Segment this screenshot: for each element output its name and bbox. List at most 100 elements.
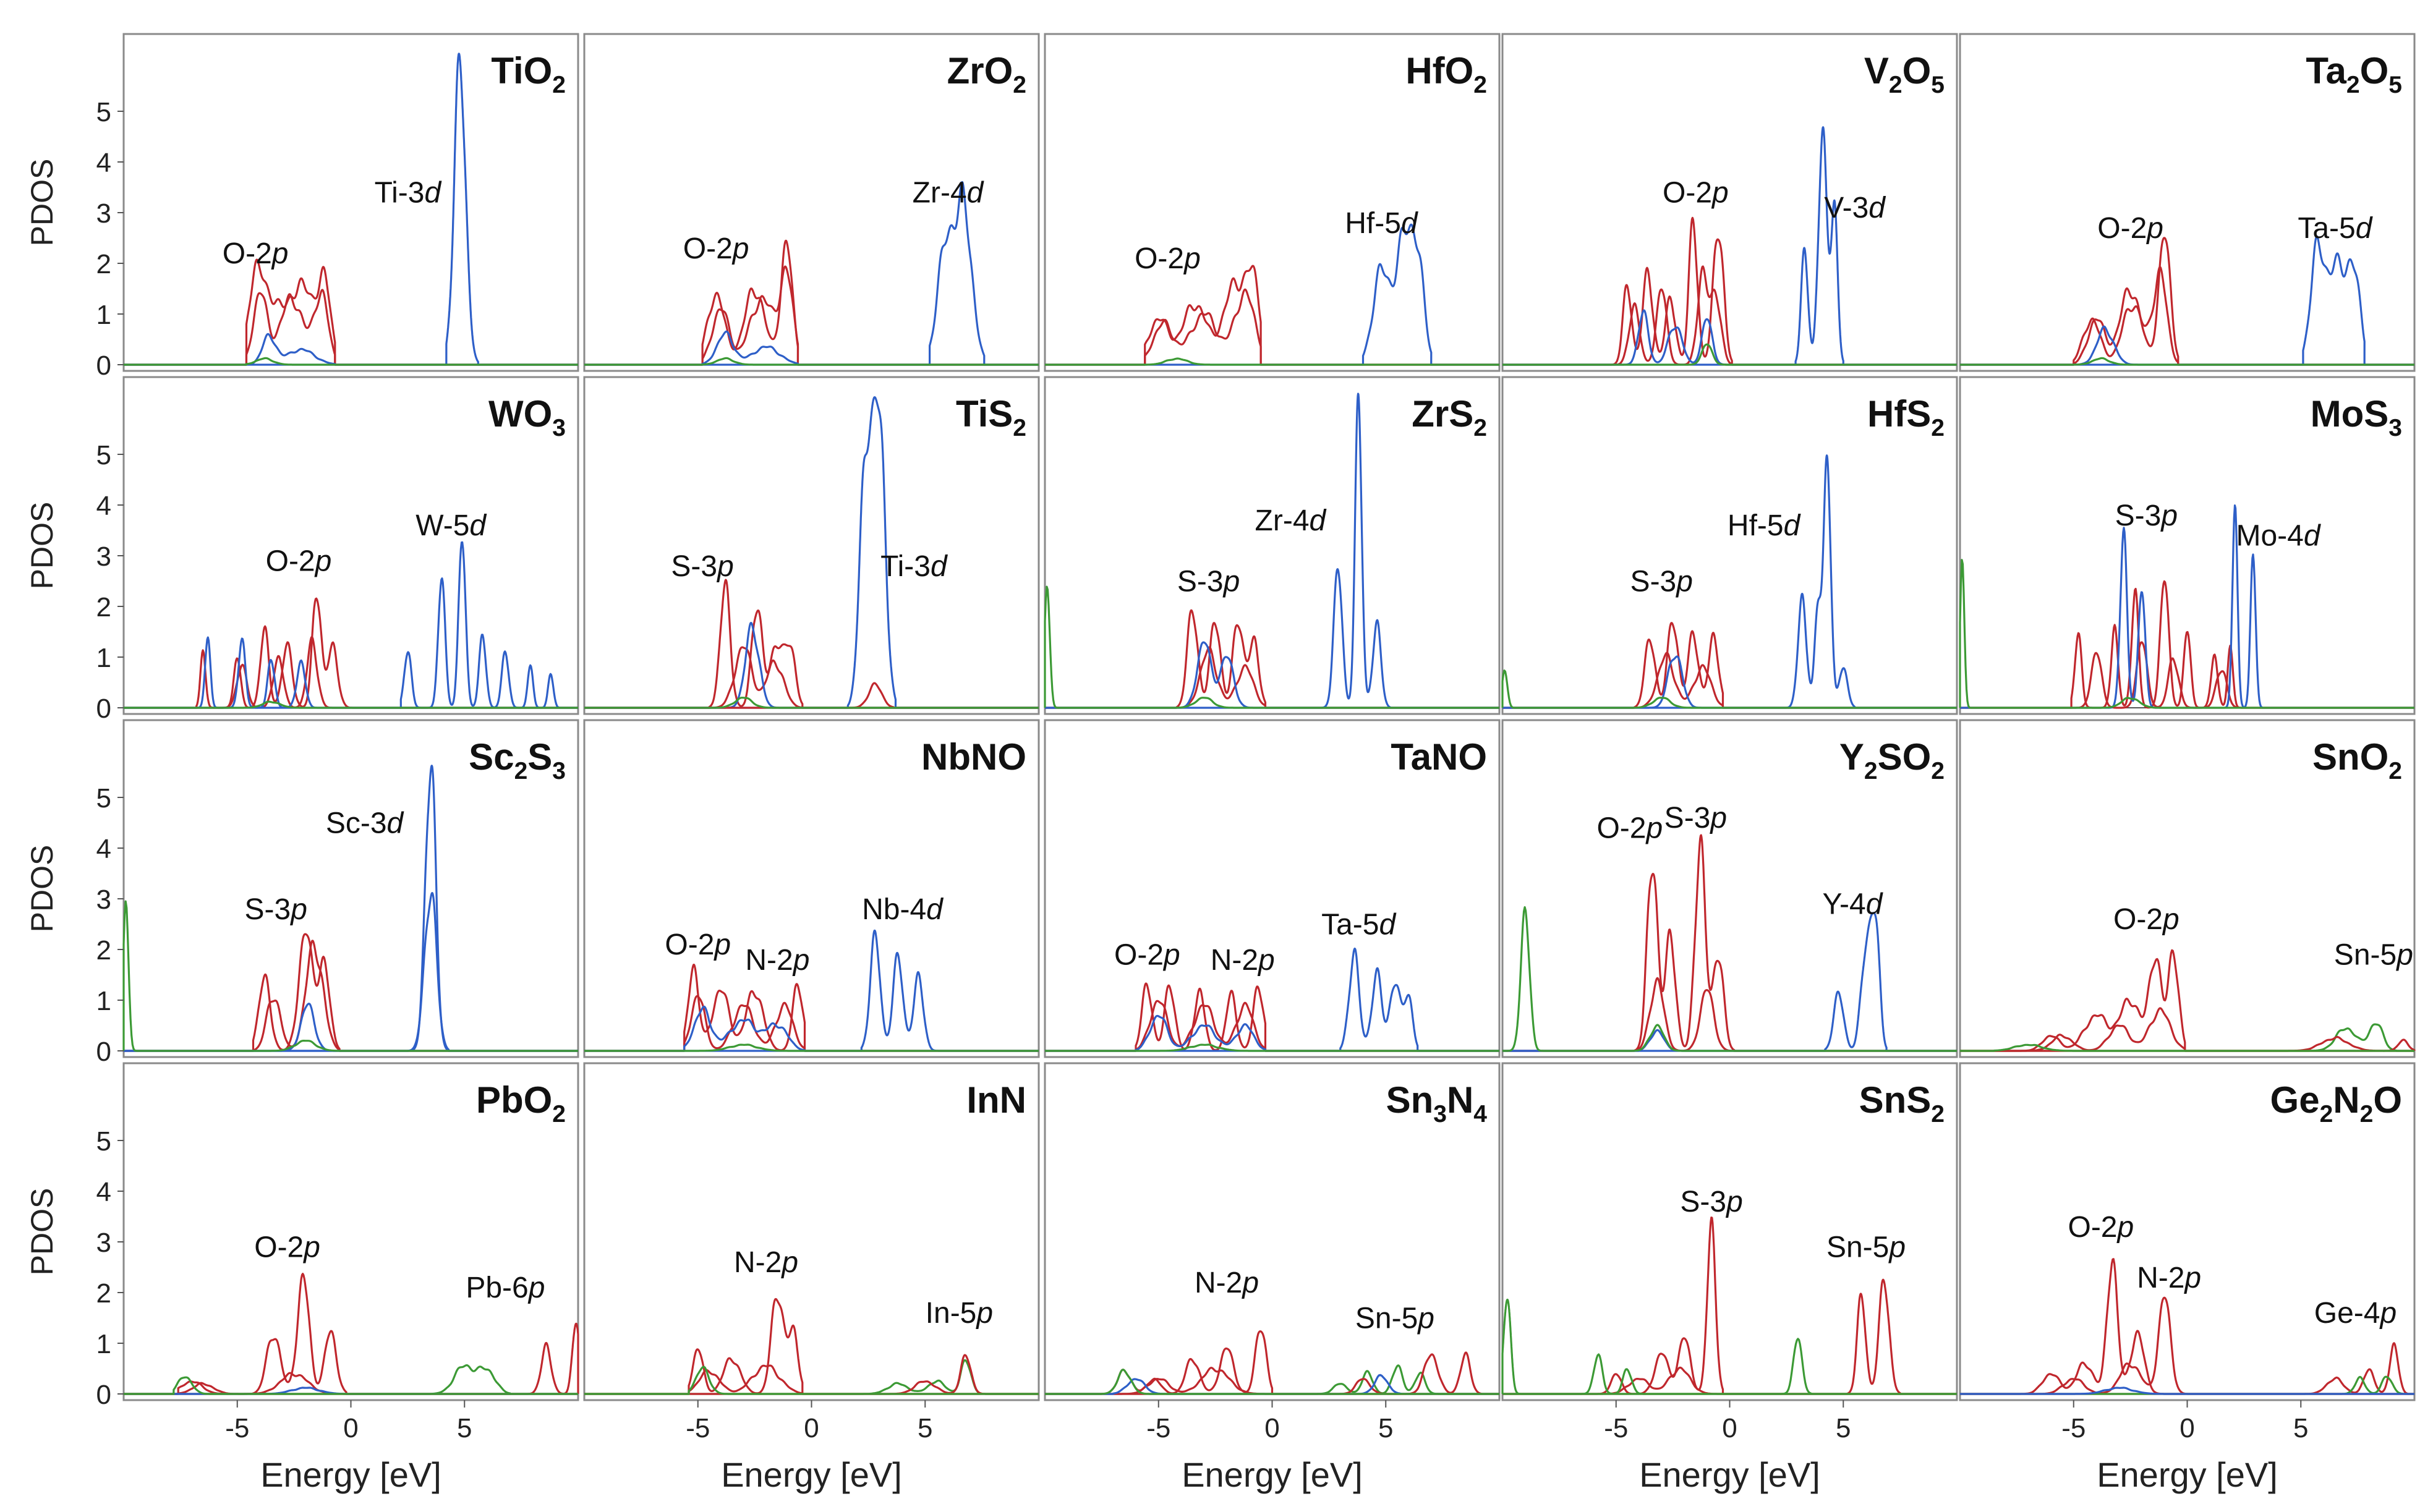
panel-title: Ge2N2O [2270,1079,2402,1128]
pdos-series-line [1502,906,1957,1052]
x-tick-label: 0 [343,1413,358,1443]
pdos-series-line [584,265,1039,366]
pdos-series-line [124,1364,578,1395]
pdos-panel: Sn3N4 N-2p Sn-5p -5 0 5 Energy [eV] [1044,1062,1501,1494]
panel-title: Sc2S3 [469,736,566,784]
orbital-label: Sn-5p [1826,1231,1906,1264]
x-tick-label: 0 [804,1413,819,1443]
x-tick-label: 0 [2179,1413,2194,1443]
orbital-label: O-2p [665,928,731,961]
orbital-label: Ti-3d [375,177,442,210]
pdos-series-line [1960,641,2414,709]
pdos-series-line [1045,609,1499,709]
y-tick-label: 2 [96,249,111,279]
pdos-series-line [1960,1342,2414,1395]
orbital-label: Mo-4d [2236,520,2320,553]
y-tick-label: 2 [96,1278,111,1309]
pdos-series-line [1502,343,1957,366]
pdos-series-line [584,646,1039,709]
orbital-label: O-2p [254,1231,320,1264]
pdos-series-line [1959,559,2414,709]
pdos-panel: TiS2 S-3p Ti-3d [583,376,1040,715]
panel-frame [122,719,579,1058]
orbital-label: Sn-5p [2334,939,2413,972]
x-tick-label: -5 [2061,1413,2086,1443]
pdos-series-line [124,357,578,366]
pdos-panel: Ta2O5 O-2p Ta-5d [1959,33,2416,372]
y-tick-label: 1 [96,986,111,1016]
orbital-label: O-2p [683,232,749,265]
y-tick-label: 4 [96,148,111,178]
pdos-series-line [1045,1000,1499,1052]
orbital-label: Nb-4d [862,893,944,926]
panel-frame [1044,1062,1501,1401]
pdos-series-line [1045,982,1499,1052]
panel-frame [583,33,1040,372]
orbital-label: O-2p [2068,1211,2134,1244]
y-tick-label: 2 [96,592,111,622]
pdos-series-line [584,181,1039,366]
panel-frame [1959,719,2416,1058]
y-tick-label: 0 [96,350,111,381]
orbital-label: Sc-3d [326,807,404,839]
pdos-series-line [1502,309,1957,366]
orbital-label: N-2p [1211,944,1275,977]
panel-title: TiS2 [956,393,1026,441]
panel-title: ZrS2 [1412,393,1487,441]
pdos-series-line [124,1376,578,1395]
pdos-series-line [1045,646,1499,709]
orbital-label: Ge-4p [2314,1297,2397,1330]
orbital-label: W-5d [415,509,487,542]
pdos-series-line [124,53,578,366]
y-tick-label: 2 [96,935,111,966]
pdos-series-line [1960,237,2414,366]
orbital-label: Pb-6p [466,1272,545,1304]
pdos-series-line [584,1005,1039,1052]
orbital-label: N-2p [734,1246,798,1279]
orbital-label: N-2p [1195,1267,1259,1299]
pdos-series-line [1501,669,1957,709]
pdos-series-line [1502,834,1957,1052]
y-tick-label: 1 [96,300,111,330]
panel-title: Sn3N4 [1386,1079,1488,1128]
orbital-label: Sn-5p [1355,1302,1434,1335]
x-tick-label: 5 [2293,1413,2308,1443]
pdos-panel: Y2SO2 O-2p S-3p Y-4d [1501,719,1958,1058]
pdos-series-line [584,1043,1039,1052]
pdos-series-line [1502,1278,1957,1395]
panel-title: NbNO [921,736,1026,778]
pdos-series-line [1960,266,2414,366]
pdos-series-line [124,289,578,366]
pdos-series-line [1045,357,1499,366]
y-tick-label: 0 [96,1037,111,1067]
orbital-label: Ta-5d [2298,212,2372,245]
panel-frame [1501,1062,1958,1401]
panel-title: Ta2O5 [2306,50,2402,98]
x-axis-label: Energy [eV] [1182,1455,1363,1494]
pdos-panel: HfS2 Hf-5d S-3p [1501,376,1958,715]
pdos-panel: NbNO O-2p N-2p Nb-4d [583,719,1040,1058]
orbital-label: O-2p [1114,939,1180,972]
pdos-series-line [1045,1369,1499,1395]
pdos-series-line [584,239,1039,366]
pdos-panel: Ge2N2O O-2pN-2p Ge-4p -5 0 5 Energy [eV] [1959,1062,2416,1494]
panel-title: MoS3 [2311,393,2402,441]
pdos-series-line [1502,652,1957,709]
pdos-series-line [584,579,1039,709]
pdos-series-line [124,1322,579,1395]
x-tick-label: -5 [225,1413,249,1443]
x-axis-label: Energy [eV] [260,1455,441,1494]
y-tick-label: 0 [96,1380,111,1410]
orbital-label: S-3p [1664,802,1727,835]
panel-frame [1501,376,1958,715]
pdos-series-line [122,900,578,1052]
orbital-label: O-2p [2113,903,2179,936]
pdos-series-line [584,929,1039,1052]
y-axis-label: PDOS [25,159,59,247]
pdos-series-line [1502,126,1957,366]
pdos-series-line [584,357,1039,366]
pdos-series-line [1045,393,1499,709]
panel-title: HfO2 [1405,50,1487,98]
y-tick-label: 1 [96,1329,111,1359]
